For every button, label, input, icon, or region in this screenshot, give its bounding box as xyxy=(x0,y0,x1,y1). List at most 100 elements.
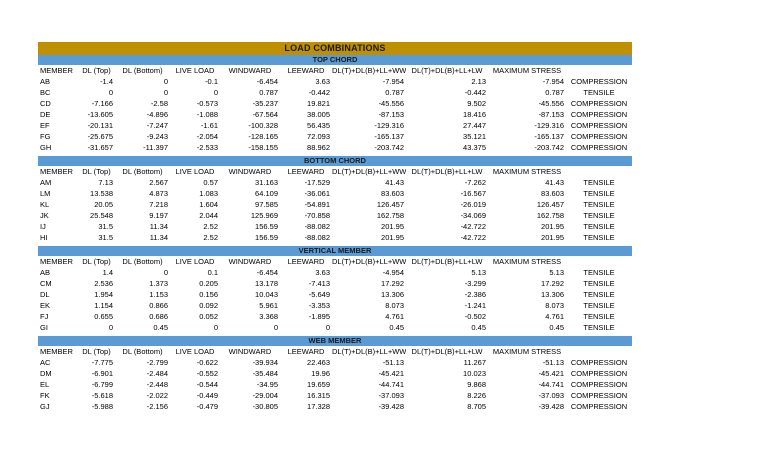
stress-type-cell[interactable]: COMPRESSION xyxy=(570,358,628,367)
value-cell[interactable]: -3.299 xyxy=(464,279,486,288)
value-cell[interactable]: 0.205 xyxy=(199,279,218,288)
member-cell[interactable]: DE xyxy=(40,110,51,119)
member-cell[interactable]: DM xyxy=(40,369,52,378)
value-cell[interactable]: 16.315 xyxy=(307,391,330,400)
section-header-cell[interactable]: BOTTOM CHORD xyxy=(38,156,632,166)
value-cell[interactable]: 1.373 xyxy=(149,279,168,288)
column-header[interactable]: DL (Top) xyxy=(82,167,111,176)
stress-type-cell[interactable]: TENSILE xyxy=(583,279,615,288)
value-cell[interactable]: -88.082 xyxy=(304,222,330,231)
member-cell[interactable]: JK xyxy=(40,211,49,220)
value-cell[interactable]: 19.659 xyxy=(307,380,330,389)
value-cell[interactable]: -1.088 xyxy=(196,110,218,119)
value-cell[interactable]: -87.153 xyxy=(378,110,404,119)
value-cell[interactable]: -5.618 xyxy=(91,391,113,400)
value-cell[interactable]: 5.961 xyxy=(259,301,278,310)
value-cell[interactable]: 1.604 xyxy=(199,200,218,209)
value-cell[interactable]: 4.761 xyxy=(385,312,404,321)
member-cell[interactable]: GH xyxy=(40,143,52,152)
column-header[interactable]: DL(T)+DL(B)+LL+WW xyxy=(332,257,406,266)
value-cell[interactable]: -2.054 xyxy=(196,132,218,141)
member-cell[interactable]: AC xyxy=(40,358,51,367)
value-cell[interactable]: 72.093 xyxy=(307,132,330,141)
value-cell[interactable]: -17.529 xyxy=(304,178,330,187)
value-cell[interactable]: -44.741 xyxy=(538,380,564,389)
value-cell[interactable]: -1.241 xyxy=(464,301,486,310)
column-header[interactable]: WINDWARD xyxy=(228,257,272,266)
stress-type-cell[interactable]: TENSILE xyxy=(583,178,615,187)
value-cell[interactable]: -9.243 xyxy=(146,132,168,141)
column-header[interactable]: DL (Bottom) xyxy=(122,347,163,356)
value-cell[interactable]: 2.13 xyxy=(471,77,486,86)
column-header[interactable]: LIVE LOAD xyxy=(175,167,215,176)
value-cell[interactable]: -37.093 xyxy=(538,391,564,400)
stress-type-cell[interactable]: COMPRESSION xyxy=(570,402,628,411)
stress-type-cell[interactable]: COMPRESSION xyxy=(570,380,628,389)
value-cell[interactable]: 41.43 xyxy=(385,178,404,187)
column-header[interactable]: DL(T)+DL(B)+LL+LW xyxy=(411,167,483,176)
column-header[interactable]: LEEWARD xyxy=(287,66,325,75)
stress-type-cell[interactable]: COMPRESSION xyxy=(570,391,628,400)
member-cell[interactable]: AM xyxy=(40,178,52,187)
value-cell[interactable]: 35.121 xyxy=(463,132,486,141)
value-cell[interactable]: -2.533 xyxy=(196,143,218,152)
member-cell[interactable]: FJ xyxy=(40,312,49,321)
value-cell[interactable]: -3.353 xyxy=(308,301,330,310)
column-header[interactable] xyxy=(566,346,632,357)
value-cell[interactable]: -44.741 xyxy=(378,380,404,389)
value-cell[interactable]: 11.34 xyxy=(149,222,168,231)
value-cell[interactable]: 3.368 xyxy=(259,312,278,321)
value-cell[interactable]: 0.787 xyxy=(385,88,404,97)
value-cell[interactable]: -45.421 xyxy=(378,369,404,378)
value-cell[interactable]: 3.63 xyxy=(315,268,330,277)
section-header-cell[interactable]: VERTICAL MEMBER xyxy=(38,246,632,256)
value-cell[interactable]: 0.45 xyxy=(153,323,168,332)
column-header[interactable]: MAXIMUM STRESS xyxy=(492,347,562,356)
stress-type-cell[interactable]: TENSILE xyxy=(583,290,615,299)
value-cell[interactable]: 8.073 xyxy=(545,301,564,310)
value-cell[interactable]: -0.1 xyxy=(205,77,218,86)
value-cell[interactable]: 38.005 xyxy=(307,110,330,119)
member-cell[interactable]: FK xyxy=(40,391,50,400)
value-cell[interactable]: 1.154 xyxy=(94,301,113,310)
value-cell[interactable]: 0.787 xyxy=(259,88,278,97)
value-cell[interactable]: -158.155 xyxy=(248,143,278,152)
column-header[interactable]: DL(T)+DL(B)+LL+LW xyxy=(411,347,483,356)
column-header[interactable]: DL(T)+DL(B)+LL+WW xyxy=(332,66,406,75)
value-cell[interactable]: -54.891 xyxy=(304,200,330,209)
value-cell[interactable]: 13.538 xyxy=(90,189,113,198)
value-cell[interactable]: -7.166 xyxy=(91,99,113,108)
value-cell[interactable]: -42.722 xyxy=(460,233,486,242)
value-cell[interactable]: -203.742 xyxy=(374,143,404,152)
value-cell[interactable]: -6.901 xyxy=(91,369,113,378)
value-cell[interactable]: -36.061 xyxy=(304,189,330,198)
value-cell[interactable]: -25.675 xyxy=(87,132,113,141)
value-cell[interactable]: 17.328 xyxy=(307,402,330,411)
value-cell[interactable]: -0.573 xyxy=(196,99,218,108)
value-cell[interactable]: -20.131 xyxy=(87,121,113,130)
value-cell[interactable]: 126.457 xyxy=(376,200,404,209)
member-cell[interactable]: HI xyxy=(40,233,48,242)
value-cell[interactable]: 2.536 xyxy=(94,279,113,288)
member-cell[interactable]: GI xyxy=(40,323,48,332)
member-cell[interactable]: IJ xyxy=(40,222,46,231)
value-cell[interactable]: -165.137 xyxy=(374,132,404,141)
value-cell[interactable]: 201.95 xyxy=(541,233,564,242)
column-header[interactable]: WINDWARD xyxy=(228,347,272,356)
value-cell[interactable]: -45.421 xyxy=(538,369,564,378)
value-cell[interactable]: -39.934 xyxy=(252,358,278,367)
value-cell[interactable]: 11.34 xyxy=(149,233,168,242)
value-cell[interactable]: -26.019 xyxy=(460,200,486,209)
member-cell[interactable]: LM xyxy=(40,189,51,198)
member-cell[interactable]: CD xyxy=(40,99,51,108)
value-cell[interactable]: -5.649 xyxy=(308,290,330,299)
value-cell[interactable]: -4.954 xyxy=(382,268,404,277)
value-cell[interactable]: -70.858 xyxy=(304,211,330,220)
table-title-cell[interactable]: LOAD COMBINATIONS xyxy=(38,42,632,55)
value-cell[interactable]: -0.442 xyxy=(464,88,486,97)
value-cell[interactable]: 0 xyxy=(213,323,218,332)
column-header[interactable]: LIVE LOAD xyxy=(175,347,215,356)
value-cell[interactable]: 17.292 xyxy=(541,279,564,288)
value-cell[interactable]: -2.799 xyxy=(146,358,168,367)
member-cell[interactable]: FG xyxy=(40,132,51,141)
